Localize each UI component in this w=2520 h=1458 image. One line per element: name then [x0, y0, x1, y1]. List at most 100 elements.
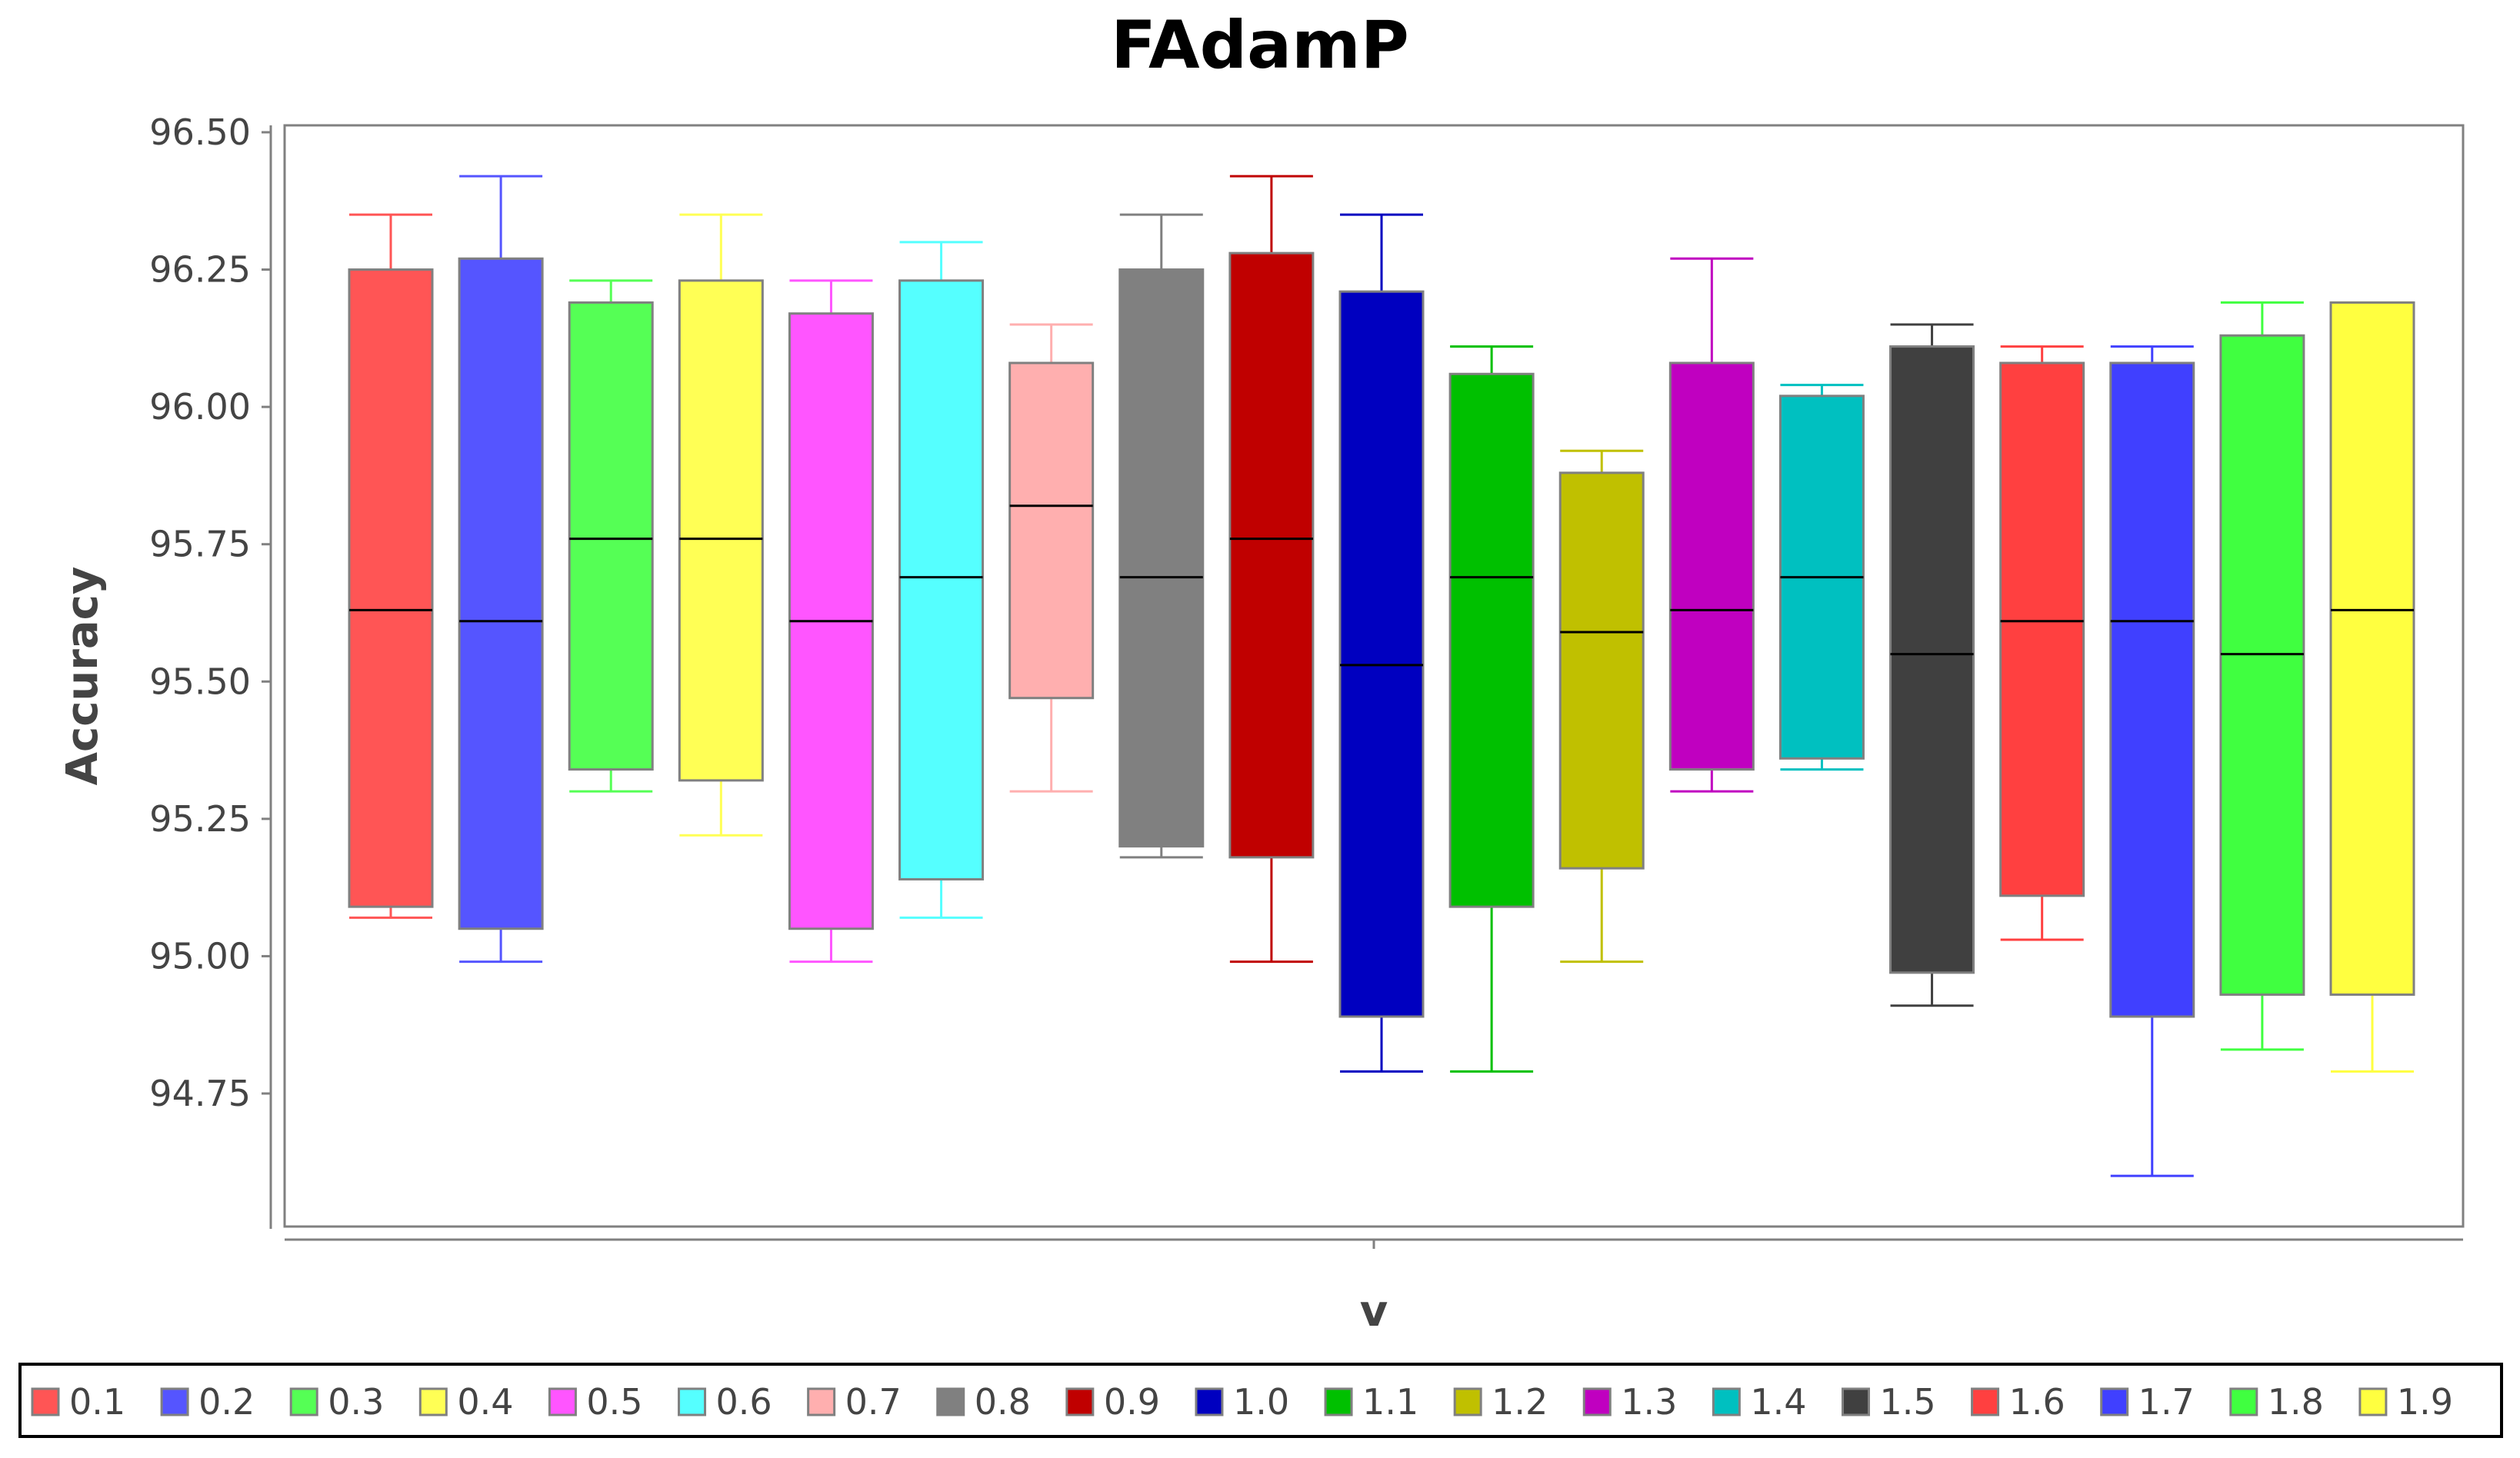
y-tick-label: 95.00: [149, 935, 251, 977]
box-0.8: [1118, 213, 1205, 859]
box-body: [2329, 301, 2415, 996]
legend-item: 1.3: [1582, 1381, 1677, 1423]
legend-swatch: [548, 1387, 577, 1416]
y-tick-label: 95.25: [149, 798, 251, 840]
legend-item: 0.6: [678, 1381, 772, 1423]
legend: 0.1 0.2 0.3 0.4 0.5 0.6 0.7 0.8 0.9 1.0 1.1 1.2 1.3 1…: [31, 1381, 2453, 1423]
box-body: [1558, 471, 1645, 870]
legend-label: 0.3: [328, 1381, 384, 1423]
legend-label: 1.4: [1750, 1381, 1806, 1423]
y-tick-label: 95.75: [149, 524, 251, 565]
legend-item: 0.3: [289, 1381, 384, 1423]
legend-item: 0.1: [31, 1381, 125, 1423]
y-tick-label: 96.25: [149, 249, 251, 291]
box-body: [1008, 361, 1095, 700]
box-body: [1228, 251, 1315, 859]
legend-item: 0.7: [807, 1381, 902, 1423]
box-1.7: [2109, 345, 2195, 1177]
box-1.0: [1338, 213, 1425, 1073]
legend-item: 1.1: [1324, 1381, 1418, 1423]
chart-title: FAdamP: [1111, 7, 1409, 84]
legend-label: 0.7: [845, 1381, 902, 1423]
y-tick-label: 94.75: [149, 1073, 251, 1114]
box-body: [348, 268, 434, 908]
box-1.4: [1778, 384, 1865, 771]
box-body: [678, 279, 764, 782]
legend-label: 0.2: [198, 1381, 255, 1423]
box-0.4: [678, 213, 764, 837]
legend-item: 1.5: [1841, 1381, 1936, 1423]
legend-label: 0.5: [586, 1381, 642, 1423]
legend-label: 1.1: [1362, 1381, 1418, 1423]
legend-label: 0.1: [69, 1381, 125, 1423]
legend-label: 1.6: [2009, 1381, 2065, 1423]
box-0.7: [1008, 323, 1095, 793]
box-1.8: [2219, 301, 2305, 1051]
legend-swatch: [31, 1387, 60, 1416]
legend-swatch: [418, 1387, 448, 1416]
legend-item: 1.4: [1712, 1381, 1807, 1423]
legend-swatch: [2358, 1387, 2388, 1416]
legend-swatch: [678, 1387, 707, 1416]
legend-item: 0.8: [936, 1381, 1031, 1423]
y-tick-label: 96.00: [149, 386, 251, 428]
boxes-group: [348, 175, 2415, 1177]
legend-swatch: [1841, 1387, 1870, 1416]
legend-label: 1.8: [2268, 1381, 2324, 1423]
legend-swatch: [1453, 1387, 1482, 1416]
legend-label: 0.6: [716, 1381, 772, 1423]
legend-swatch: [1065, 1387, 1095, 1416]
box-body: [568, 301, 654, 771]
box-body: [898, 279, 985, 880]
box-body: [1338, 290, 1425, 1018]
y-tick-label: 96.50: [149, 112, 251, 153]
legend-swatch: [1971, 1387, 2000, 1416]
legend-label: 1.0: [1233, 1381, 1289, 1423]
legend-item: 1.0: [1195, 1381, 1289, 1423]
legend-swatch: [289, 1387, 318, 1416]
box-body: [1668, 361, 1755, 771]
legend-item: 0.4: [418, 1381, 513, 1423]
legend-swatch: [936, 1387, 965, 1416]
legend-item: 1.6: [1971, 1381, 2065, 1423]
legend-item: 0.9: [1065, 1381, 1160, 1423]
box-0.9: [1228, 175, 1315, 964]
box-0.3: [568, 279, 654, 793]
legend-swatch: [1582, 1387, 1612, 1416]
legend-item: 0.5: [548, 1381, 643, 1423]
box-1.9: [2329, 301, 2415, 1073]
legend-item: 0.2: [160, 1381, 255, 1423]
box-0.6: [898, 241, 985, 919]
box-body: [2219, 334, 2305, 996]
legend-label: 0.8: [975, 1381, 1031, 1423]
legend-swatch: [1195, 1387, 1224, 1416]
box-body: [2109, 361, 2195, 1018]
legend-label: 1.9: [2397, 1381, 2453, 1423]
x-axis-title: v: [1360, 1287, 1388, 1336]
box-1.6: [1999, 345, 2085, 941]
legend-swatch: [2100, 1387, 2129, 1416]
box-body: [458, 257, 544, 930]
y-axis-title: Accuracy: [58, 567, 108, 786]
box-0.2: [458, 175, 544, 964]
box-1.3: [1668, 257, 1755, 793]
box-1.1: [1448, 345, 1535, 1073]
legend-item: 1.7: [2100, 1381, 2195, 1423]
y-axis-ticks: 94.75 95.00 95.25 95.50 95.75 96.00 96.25 96.50: [149, 112, 271, 1114]
legend-swatch: [807, 1387, 836, 1416]
legend-label: 1.5: [1879, 1381, 1935, 1423]
box-body: [1448, 372, 1535, 908]
legend-label: 1.3: [1621, 1381, 1677, 1423]
box-body: [1999, 361, 2085, 897]
legend-label: 0.4: [457, 1381, 513, 1423]
y-tick-label: 95.50: [149, 661, 251, 702]
box-0.1: [348, 213, 434, 919]
legend-item: 1.9: [2358, 1381, 2453, 1423]
legend-label: 1.7: [2138, 1381, 2195, 1423]
box-1.2: [1558, 449, 1645, 964]
legend-label: 1.2: [1492, 1381, 1548, 1423]
box-body: [1118, 268, 1205, 848]
legend-swatch: [1712, 1387, 1741, 1416]
